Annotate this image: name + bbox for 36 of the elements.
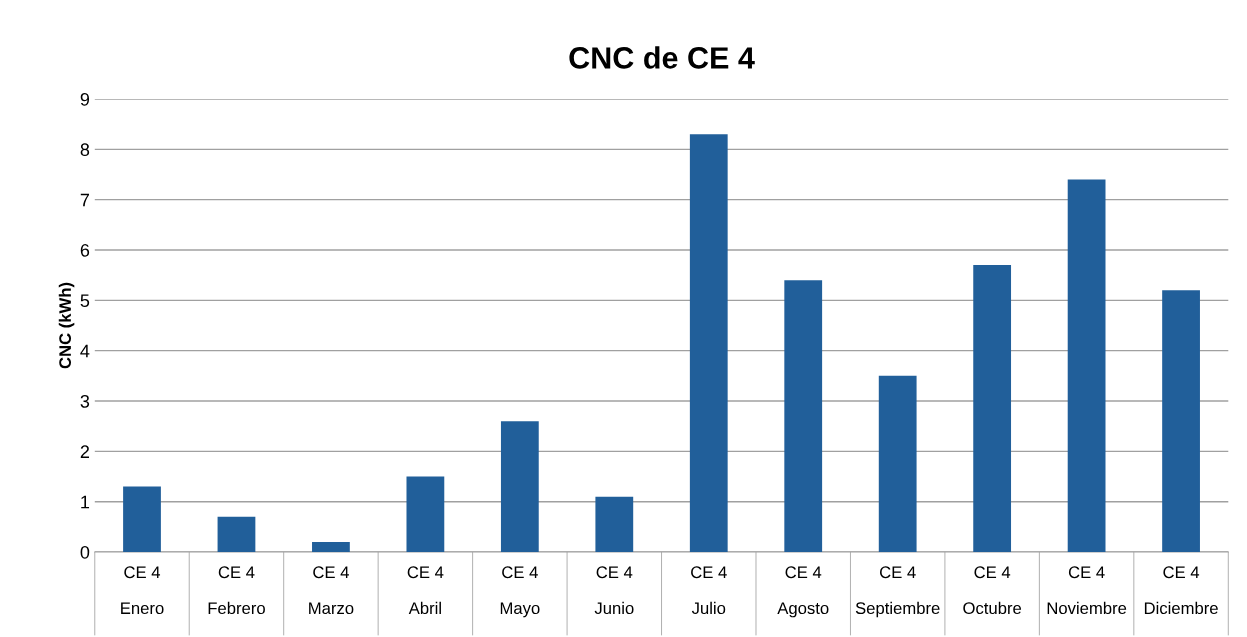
bar [123,486,161,553]
category-label: CE 4 Marzo [309,566,354,615]
category-label: CE 4 Agosto [777,566,829,618]
bar [1162,290,1200,553]
y-tick-label: 6 [80,243,90,257]
y-tick-label: 2 [80,445,90,458]
bar [500,421,539,553]
y-tick-label: 5 [80,294,90,308]
bar [878,375,917,553]
category-label: CE 4 Mayo [500,566,540,618]
bar [689,134,728,553]
category-label: CE 4 Junio [594,566,634,615]
y-axis-title: CNC (kWh) [58,282,75,369]
category-label: CE 4 Abril [407,566,444,615]
bar [312,541,350,553]
y-tick-label: 8 [80,143,90,157]
category-label: CE 4 Julio [691,566,727,615]
category-label: CE 4 Diciembre [1144,566,1218,615]
bar [784,280,823,553]
y-tick-label: 1 [81,495,90,509]
category-label: CE 4 Octubre [963,566,1022,615]
bar [1067,179,1106,553]
y-tick-label: 3 [80,394,90,408]
y-tick-label: 0 [80,545,90,559]
chart-title: CNC de CE 4 [569,46,755,69]
category-label: CE 4 Febrero [208,566,265,615]
y-tick-label: 4 [80,344,90,358]
category-label: CE 4 Septiembre [855,566,940,618]
bar [406,476,445,553]
y-tick-label: 9 [80,92,90,106]
category-label: CE 4 Noviembre [1047,566,1127,615]
y-tick-label: 7 [80,193,90,207]
category-label: CE 4 Enero [121,566,164,615]
bar [217,516,256,553]
bar [973,265,1012,553]
bar [595,496,634,553]
